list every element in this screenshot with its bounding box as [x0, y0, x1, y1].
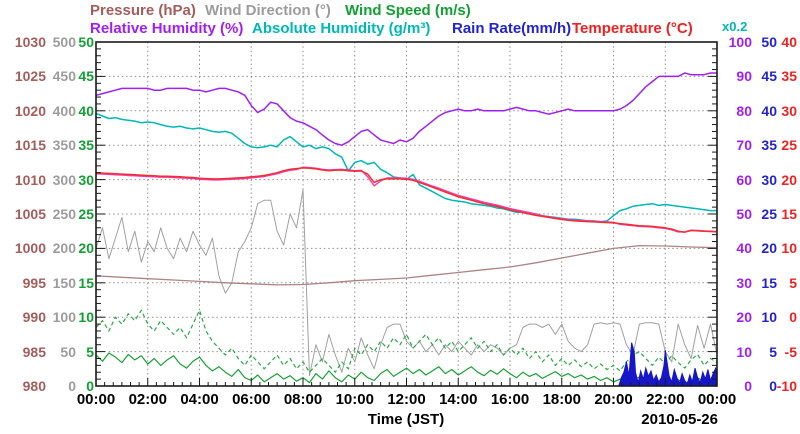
- rain-rate-tick-label: 15: [761, 274, 777, 291]
- temperature-tick-label: 35: [781, 68, 797, 85]
- rain-rate-tick-label: 40: [761, 102, 777, 119]
- wind-direction-tick-label: 100: [52, 309, 76, 326]
- temperature-tick-label: 5: [789, 274, 797, 291]
- relative-humidity-tick-label: 40: [736, 240, 752, 257]
- temperature-tick-label: -5: [784, 343, 797, 360]
- wind-speed-tick-label: 30: [78, 171, 94, 188]
- rain-rate-tick-label: 5: [769, 343, 777, 360]
- wind-speed-tick-label: 0: [86, 378, 94, 394]
- time-tick-label: 16:00: [490, 391, 530, 408]
- time-tick-label: 22:00: [646, 391, 685, 408]
- date-label: 2010-05-26: [641, 411, 718, 428]
- wind-speed-tick-label: 15: [78, 274, 94, 291]
- wind-speed-tick-label: 10: [78, 309, 94, 326]
- pressure-tick-label: 995: [22, 274, 46, 291]
- wind-direction-tick-label: 250: [52, 206, 76, 222]
- time-tick-label: 00:00: [697, 391, 737, 408]
- legend-wind-speed: Wind Speed (m/s): [345, 2, 471, 19]
- temperature-tick-label: 20: [781, 171, 797, 188]
- time-tick-label: 08:00: [283, 391, 323, 408]
- pressure-tick-label: 1010: [14, 171, 46, 188]
- wind-speed-tick-label: 35: [78, 137, 94, 154]
- relative-humidity-tick-label: 10: [736, 343, 752, 360]
- wind-direction-tick-label: 0: [68, 378, 76, 394]
- time-tick-label: 10:00: [335, 391, 374, 408]
- wind-speed-tick-label: 20: [78, 240, 94, 257]
- relative-humidity-tick-label: 30: [736, 274, 752, 291]
- time-tick-label: 14:00: [439, 391, 478, 408]
- rain-rate-tick-label: 20: [761, 240, 777, 257]
- time-tick-label: 02:00: [128, 391, 167, 408]
- pressure-tick-label: 980: [22, 378, 46, 394]
- rain-rate-tick-label: 30: [761, 171, 777, 188]
- wind-direction-tick-label: 500: [52, 34, 76, 50]
- wind-speed-tick-label: 25: [78, 206, 94, 222]
- time-tick-label: 06:00: [232, 391, 271, 408]
- wind-direction-tick-label: 350: [52, 137, 76, 154]
- temperature-tick-label: -10: [776, 378, 797, 394]
- time-tick-label: 20:00: [594, 391, 633, 408]
- temperature-tick-label: 25: [781, 137, 797, 154]
- temperature-tick-label: 10: [781, 240, 797, 257]
- relative-humidity-tick-label: 60: [736, 171, 752, 188]
- wind-direction-tick-label: 150: [52, 274, 76, 291]
- relative-humidity-tick-label: 90: [736, 68, 752, 85]
- temperature-tick-label: 0: [789, 309, 797, 326]
- legend-wind-direction: Wind Direction (°): [205, 2, 331, 19]
- pressure-tick-label: 1030: [14, 34, 46, 50]
- relative-humidity-tick-label: 100: [728, 34, 752, 50]
- legend-rain-rate: Rain Rate(mm/h): [452, 20, 572, 37]
- time-tick-label: 18:00: [542, 391, 581, 408]
- time-tick-label: 04:00: [180, 391, 219, 408]
- rain-rate-tick-label: 35: [761, 137, 777, 154]
- rain-rate-tick-label: 10: [761, 309, 777, 326]
- wind-direction-tick-label: 450: [52, 68, 76, 85]
- pressure-tick-label: 1000: [14, 240, 46, 257]
- wind-speed-tick-label: 45: [78, 68, 94, 85]
- temperature-tick-label: 30: [781, 102, 797, 119]
- pressure-tick-label: 1005: [14, 206, 46, 222]
- temperature-tick-label: 15: [781, 206, 797, 222]
- time-tick-label: 12:00: [387, 391, 426, 408]
- relative-humidity-tick-label: 0: [744, 378, 752, 394]
- relative-humidity-tick-label: 80: [736, 102, 752, 119]
- legend-pressure: Pressure (hPa): [90, 2, 196, 19]
- pressure-tick-label: 1020: [14, 102, 46, 119]
- rain-rate-tick-label: 25: [761, 206, 777, 222]
- rain-rate-tick-label: 0: [769, 378, 777, 394]
- pressure-tick-label: 1025: [14, 68, 46, 85]
- wind-direction-tick-label: 200: [52, 240, 76, 257]
- wind-direction-tick-label: 300: [52, 171, 76, 188]
- pressure-tick-label: 990: [22, 309, 46, 326]
- temperature-tick-label: 40: [781, 34, 797, 50]
- relative-humidity-tick-label: 20: [736, 309, 752, 326]
- scale-note: x0.2: [722, 19, 748, 34]
- relative-humidity-tick-label: 70: [736, 137, 752, 154]
- wind-direction-tick-label: 400: [52, 102, 76, 119]
- legend-relative-humidity: Relative Humidity (%): [90, 20, 244, 37]
- time-tick-label: 00:00: [76, 391, 116, 408]
- x-axis-title: Time (JST): [367, 411, 445, 428]
- rain-rate-tick-label: 45: [761, 68, 777, 85]
- legend-absolute-humidity: Absolute Humidity (g/m³): [252, 20, 431, 37]
- wind-speed-tick-label: 40: [78, 102, 94, 119]
- rain-rate-tick-label: 50: [761, 34, 777, 50]
- pressure-tick-label: 985: [22, 343, 46, 360]
- wind-direction-tick-label: 50: [60, 343, 76, 360]
- wind-speed-tick-label: 50: [78, 34, 94, 50]
- relative-humidity-tick-label: 50: [736, 206, 752, 222]
- legend-temperature: Temperature (°C): [572, 20, 693, 37]
- wind-speed-tick-label: 5: [86, 343, 94, 360]
- pressure-tick-label: 1015: [14, 137, 46, 154]
